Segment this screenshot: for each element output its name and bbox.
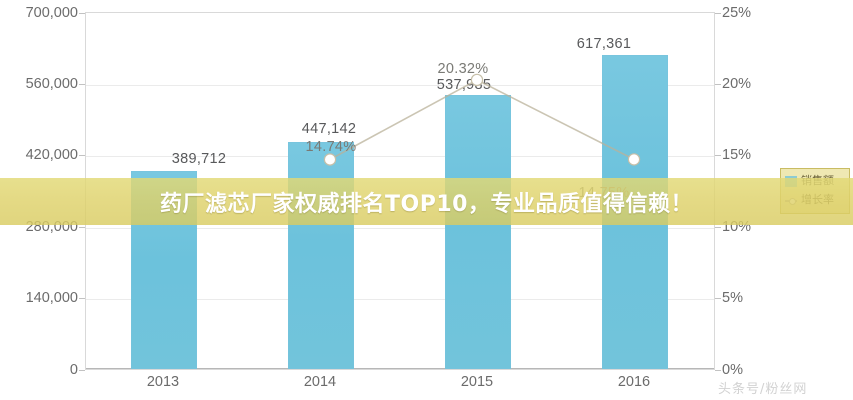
bar-2014[interactable]: [288, 141, 354, 369]
line-label-2015: 20.32%: [437, 61, 489, 77]
gridline: [86, 299, 714, 301]
tick-mark: [715, 13, 721, 14]
tick-mark: [79, 298, 85, 300]
y-left-tick-0: 0: [69, 362, 78, 378]
tick-mark: [79, 13, 85, 14]
tick-mark: [79, 155, 85, 157]
tick-mark: [79, 370, 85, 371]
tick-mark: [715, 83, 721, 85]
y-right-tick-3: 15%: [722, 147, 752, 164]
x-tick-2015: 2015: [460, 374, 494, 390]
y-left-tick-4: 560,000: [25, 75, 78, 92]
y-right-tick-4: 20%: [722, 75, 752, 92]
y-right-tick-0: 0%: [722, 362, 743, 378]
bar-label-2015: 537,985: [436, 77, 492, 93]
x-tick-2014: 2014: [303, 374, 337, 390]
y-left-tick-3: 420,000: [25, 147, 78, 164]
x-tick-2013: 2013: [146, 374, 180, 390]
bar-label-2016: 617,361: [576, 36, 632, 52]
gridline: [86, 227, 714, 229]
ad-banner-background: [0, 178, 853, 225]
bar-2015[interactable]: [445, 95, 511, 369]
y-left-tick-1: 140,000: [25, 290, 78, 307]
tick-mark: [715, 370, 721, 371]
tick-mark: [79, 83, 85, 85]
tick-mark: [715, 298, 721, 300]
x-axis-baseline: [86, 368, 714, 369]
tick-mark: [715, 155, 721, 157]
watermark: 头条号/粉丝网: [718, 382, 808, 397]
bar-label-2014: 447,142: [301, 121, 357, 137]
ad-banner-text[interactable]: 药厂滤芯厂家权威排名TOP10，专业品质值得信赖！: [160, 191, 693, 217]
x-tick-2016: 2016: [617, 374, 651, 390]
tick-mark: [79, 226, 85, 228]
y-right-tick-1: 5%: [722, 290, 743, 307]
y-right-tick-5: 25%: [722, 5, 752, 21]
line-label-2014: 14.74%: [305, 139, 357, 155]
bar-label-2013: 389,712: [171, 151, 227, 167]
tick-mark: [715, 226, 721, 228]
y-left-tick-5: 700,000: [25, 5, 78, 21]
